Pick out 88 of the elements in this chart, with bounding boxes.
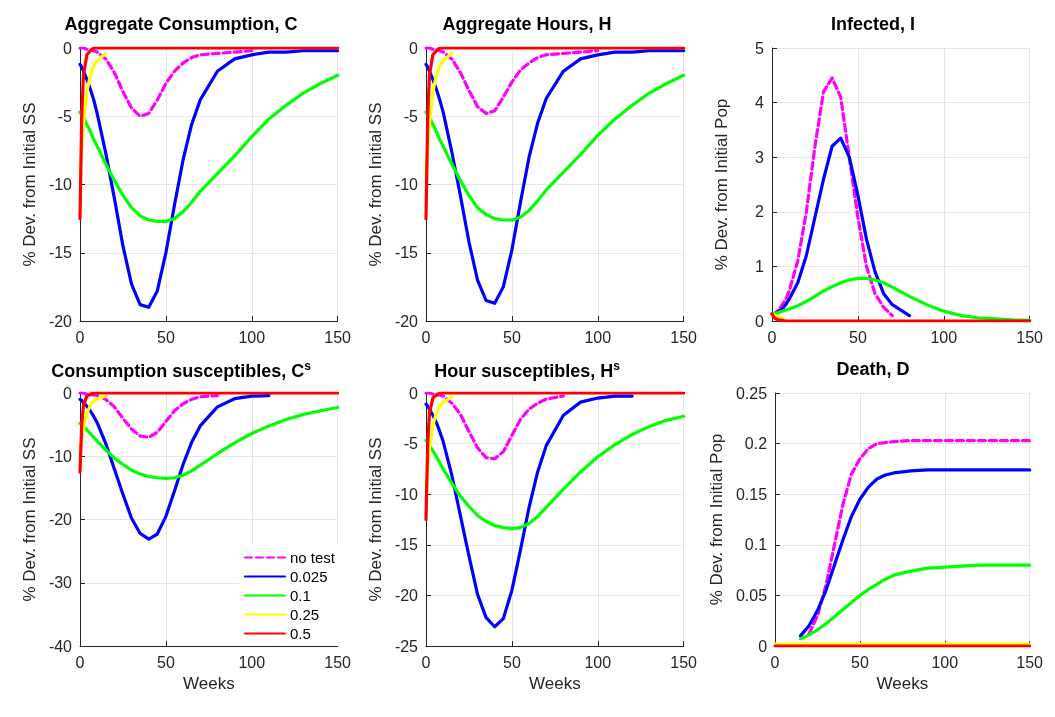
- line-series: [807, 438, 1032, 636]
- y-tick-label: 0: [409, 39, 419, 57]
- y-tick-label: 0.15: [735, 485, 768, 503]
- legend-label: no test: [289, 549, 336, 566]
- line-series: [798, 563, 1032, 641]
- x-axis-title: Weeks: [183, 673, 235, 693]
- x-tick-label: 50: [156, 653, 175, 671]
- y-tick-label: -40: [48, 637, 73, 655]
- y-tick-label: -5: [403, 435, 419, 453]
- y-axis-title: % Dev. from Initial SS: [365, 102, 385, 267]
- y-axis-title: % Dev. from Initial SS: [19, 437, 39, 602]
- legend-label: 0.1: [289, 587, 311, 604]
- x-tick-label: 0: [75, 653, 85, 671]
- x-tick-label: 50: [156, 328, 175, 346]
- y-tick-label: -15: [394, 244, 419, 262]
- line-series: [424, 414, 686, 531]
- y-tick-label: -20: [48, 312, 73, 330]
- y-axis-title: % Dev. from Initial SS: [365, 437, 385, 602]
- y-tick-label: -5: [403, 107, 419, 125]
- x-tick-label: 100: [238, 328, 266, 346]
- legend-label: 0.025: [289, 568, 328, 585]
- x-tick-label: 100: [930, 328, 958, 346]
- y-axis-title: % Dev. from Initial Pop: [707, 433, 726, 606]
- line-series: [424, 73, 686, 222]
- y-tick-label: 0: [63, 39, 73, 57]
- x-tick-label: 100: [238, 653, 266, 671]
- y-tick-label: -20: [48, 511, 73, 528]
- x-tick-label: 150: [324, 328, 352, 346]
- x-tick-label: 0: [421, 653, 431, 671]
- x-tick-label: 150: [324, 653, 352, 671]
- x-tick-label: 150: [670, 328, 698, 346]
- line-series: [78, 73, 340, 223]
- x-tick-label: 150: [1016, 328, 1044, 346]
- y-tick-label: 0.05: [735, 586, 768, 604]
- y-tick-label: 4: [755, 94, 765, 112]
- y-tick-label: -10: [394, 176, 419, 193]
- line-series: [78, 393, 271, 541]
- line-series: [424, 394, 634, 629]
- line-series: [78, 46, 254, 118]
- line-series: [424, 46, 600, 116]
- chart-title: Aggregate Hours, H: [442, 14, 612, 34]
- y-tick-label: -25: [394, 637, 419, 655]
- legend-label: 0.5: [289, 625, 311, 642]
- y-tick-label: -15: [48, 244, 73, 262]
- y-tick-label: 0.1: [744, 536, 768, 554]
- y-axis-title: % Dev. from Initial Pop: [712, 98, 731, 271]
- y-tick-label: 0.2: [744, 435, 768, 453]
- chart-title: Death, D: [836, 359, 910, 379]
- chart-title: Aggregate Consumption, C: [64, 14, 298, 34]
- line-series: [798, 468, 1032, 638]
- y-tick-label: 2: [755, 203, 765, 221]
- x-tick-label: 150: [1016, 653, 1044, 671]
- x-axis-title: Weeks: [876, 673, 929, 693]
- x-tick-label: 100: [584, 653, 612, 671]
- x-tick-label: 50: [502, 328, 521, 346]
- y-tick-label: 0: [758, 637, 768, 655]
- line-series: [78, 405, 340, 480]
- y-tick-label: -10: [394, 485, 419, 503]
- line-series: [424, 391, 566, 461]
- y-axis-title: % Dev. from Initial SS: [19, 102, 39, 267]
- y-tick-label: 1: [755, 257, 765, 275]
- x-tick-label: 50: [502, 653, 521, 671]
- legend-label: 0.25: [289, 606, 320, 623]
- line-series: [78, 391, 340, 474]
- x-tick-label: 50: [848, 328, 867, 346]
- y-tick-label: -20: [394, 586, 419, 604]
- chart-title: Infected, I: [830, 14, 916, 34]
- x-tick-label: 100: [584, 328, 612, 346]
- y-tick-label: 0: [755, 312, 765, 330]
- y-tick-label: -5: [57, 107, 73, 125]
- y-tick-label: 0.25: [735, 384, 768, 402]
- x-tick-label: 150: [670, 653, 698, 671]
- y-tick-label: 0: [63, 384, 73, 402]
- y-tick-label: -30: [48, 574, 73, 592]
- x-tick-label: 0: [770, 653, 780, 671]
- y-tick-label: -10: [48, 176, 73, 193]
- y-tick-label: -15: [394, 536, 419, 554]
- x-axis-title: Weeks: [529, 673, 581, 693]
- y-tick-label: 0: [409, 384, 419, 402]
- x-tick-label: 0: [421, 328, 431, 346]
- y-tick-label: 3: [755, 148, 765, 166]
- y-tick-label: 5: [755, 39, 765, 57]
- x-tick-label: 100: [931, 653, 959, 671]
- y-tick-label: -10: [48, 447, 73, 465]
- x-tick-label: 0: [75, 328, 85, 346]
- x-tick-label: 50: [851, 653, 869, 671]
- y-tick-label: -20: [394, 312, 419, 330]
- line-series: [78, 391, 220, 439]
